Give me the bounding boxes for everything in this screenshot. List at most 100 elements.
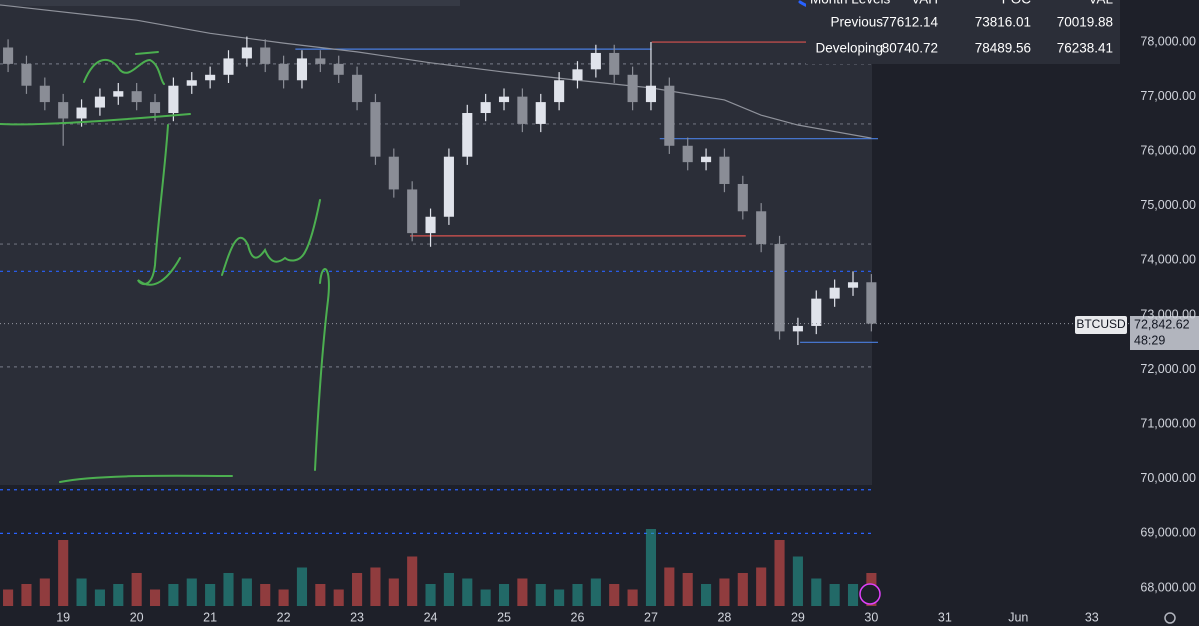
drawing xyxy=(137,124,181,286)
drawing xyxy=(135,51,159,55)
table-cell: 80740.72 xyxy=(882,41,938,56)
volume-bar xyxy=(811,578,822,606)
row-label: Developing xyxy=(815,41,883,56)
volume-bar xyxy=(370,567,381,606)
drawing xyxy=(221,199,321,276)
candle-body xyxy=(76,107,87,119)
volume-bar xyxy=(609,584,620,606)
candle-body xyxy=(388,156,399,190)
table-header: Month Levels xyxy=(810,0,891,7)
x-tick-label: 21 xyxy=(203,610,217,624)
x-tick-label: 27 xyxy=(644,610,658,624)
volume-bar xyxy=(829,584,840,606)
x-tick-label: 23 xyxy=(350,610,364,624)
symbol-badge xyxy=(1075,316,1127,334)
candle-body xyxy=(168,85,179,114)
candle-body xyxy=(149,102,161,114)
moving-average xyxy=(0,4,872,139)
candle-body xyxy=(774,244,785,332)
volume-bar xyxy=(443,573,454,606)
candle-body xyxy=(407,189,418,234)
candle-body xyxy=(94,96,105,108)
candle-body xyxy=(260,47,271,64)
candle-body xyxy=(205,74,216,81)
candle-body xyxy=(866,282,877,324)
table-cell: 73816.01 xyxy=(975,15,1031,30)
volume-bar xyxy=(517,578,528,606)
candle-body xyxy=(480,102,491,114)
y-tick-label: 73,000.00 xyxy=(1140,307,1196,321)
volume-bar xyxy=(58,540,69,606)
y-tick-label: 69,000.00 xyxy=(1140,526,1196,540)
x-tick-label: 20 xyxy=(130,610,144,624)
drawing xyxy=(59,474,233,483)
candle-body xyxy=(811,298,822,326)
candle-body xyxy=(756,211,767,245)
volume-bar xyxy=(590,578,601,606)
candle-body xyxy=(425,216,436,234)
volume-bar xyxy=(315,584,326,606)
volume-bar xyxy=(205,584,216,606)
candle-body xyxy=(664,85,675,146)
y-tick-label: 72,000.00 xyxy=(1140,362,1196,376)
candle-body xyxy=(39,85,50,103)
volume-bar xyxy=(260,584,271,606)
candle-body xyxy=(3,47,14,64)
candle-body xyxy=(535,102,546,124)
candle-body xyxy=(737,183,748,212)
volume-bar xyxy=(480,589,491,606)
x-tick-label: 29 xyxy=(791,610,805,624)
volume-bar xyxy=(792,556,803,606)
candle-body xyxy=(315,58,326,64)
y-tick-label: 74,000.00 xyxy=(1140,253,1196,267)
price-box xyxy=(1130,316,1199,350)
drawings xyxy=(0,0,874,483)
candle-body xyxy=(517,96,528,124)
candle-body xyxy=(113,91,124,97)
marks xyxy=(0,4,1130,606)
candle-body xyxy=(58,102,69,119)
volume-bar xyxy=(535,584,546,606)
volume-bar xyxy=(39,578,50,606)
volume-bar xyxy=(149,589,161,606)
volume-bar xyxy=(407,556,418,606)
candle-body xyxy=(186,80,197,86)
time-axis xyxy=(0,606,1199,626)
candle-body xyxy=(131,91,142,103)
y-tick-label: 70,000.00 xyxy=(1140,471,1196,485)
volume-bar xyxy=(572,584,583,606)
volume-bar xyxy=(94,589,105,606)
volume-bar xyxy=(774,540,785,606)
candle-body xyxy=(609,52,620,75)
current-price: 72,842.62 xyxy=(1134,317,1190,331)
table-cell: 78489.56 xyxy=(975,41,1031,56)
volume-bar xyxy=(168,584,179,606)
volume-bar xyxy=(186,578,197,606)
candle-body xyxy=(682,145,693,163)
drawing xyxy=(314,268,330,471)
volume-bar xyxy=(241,578,252,606)
settings-icon[interactable] xyxy=(1164,612,1176,624)
table-cell: 76238.41 xyxy=(1057,41,1113,56)
candle-body xyxy=(829,287,840,299)
assistant-icon[interactable] xyxy=(859,583,881,605)
volume-bar xyxy=(223,573,234,606)
volume-bar xyxy=(737,573,748,606)
y-tick-label: 77,000.00 xyxy=(1140,89,1196,103)
volume-bar xyxy=(388,578,399,606)
table-header: VAH xyxy=(911,0,938,7)
candle-body xyxy=(241,47,252,59)
table-header: POC xyxy=(1002,0,1032,7)
volume-bar xyxy=(701,584,712,606)
volume-bar xyxy=(113,584,124,606)
candle-body xyxy=(278,63,289,81)
candle-body xyxy=(847,282,859,288)
volume-bar xyxy=(645,529,657,606)
candle-body xyxy=(21,63,32,86)
volume-bar xyxy=(682,573,693,606)
plot-shade xyxy=(0,0,872,485)
candle-body xyxy=(296,58,308,81)
volume-bar xyxy=(847,584,859,606)
